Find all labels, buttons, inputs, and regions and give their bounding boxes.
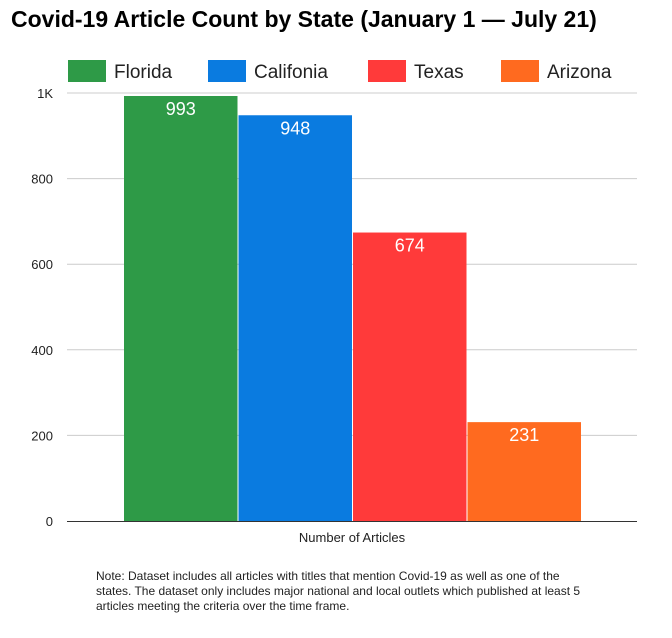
bar-florida [124,95,238,521]
y-tick-label: 600 [31,257,53,272]
bars [124,95,581,522]
legend-swatch-florida [68,60,106,82]
y-tick-label: 1K [37,86,53,101]
legend-label-arizona: Arizona [547,62,612,83]
chart-title: Covid-19 Article Count by State (January… [11,6,597,32]
legend-swatch-texas [368,60,406,82]
data-label-arizona: 231 [509,425,539,445]
y-axis-ticks: 0 200 400 600 800 1K [31,86,53,529]
bar-arizona [467,422,581,521]
x-axis-label: Number of Articles [299,530,406,545]
legend-label-florida: Florida [114,62,173,83]
data-label-califonia: 948 [280,118,310,138]
chart: 0 200 400 600 800 1K 993 948 674 231 Florida Cali… [31,60,637,545]
data-label-texas: 674 [395,236,425,256]
y-tick-label: 400 [31,343,53,358]
y-tick-label: 0 [46,514,53,529]
legend-swatch-arizona [501,60,539,82]
legend-label-texas: Texas [414,62,464,83]
legend-label-califonia: Califonia [254,62,328,83]
data-labels: 993 948 674 231 [166,99,540,445]
footnote: Note: Dataset includes all articles with… [96,569,581,613]
bar-texas [353,232,467,521]
legend-swatch-califonia [208,60,246,82]
bar-califonia [238,115,352,522]
y-tick-label: 200 [31,428,53,443]
data-label-florida: 993 [166,99,196,119]
y-tick-label: 800 [31,172,53,187]
legend: Florida Califonia Texas Arizona [68,60,612,83]
